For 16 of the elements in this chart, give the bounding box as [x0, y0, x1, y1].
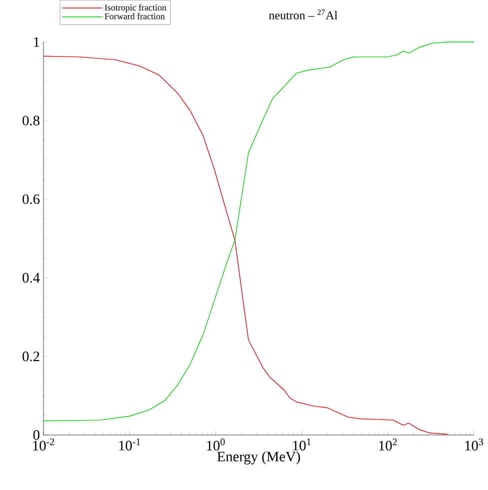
y-tick-label: 0.2 [22, 352, 40, 362]
x-tick-label: 10$^{-1}$ [119, 438, 140, 450]
legend-label: Isotropic fraction [104, 4, 166, 12]
y-tick-label: 1 [34, 37, 40, 47]
x-tick-label: 10$^{2}$ [379, 438, 397, 450]
y-tick-label: 0.6 [22, 194, 40, 204]
x-tick-label: 10$^{-2}$ [33, 438, 54, 450]
x-tick-label: 10$^{1}$ [293, 438, 311, 450]
y-tick-label: 0.4 [22, 272, 40, 283]
legend-label: Forward fraction [104, 12, 165, 20]
x-tick-label: 10$^{0}$ [207, 438, 225, 450]
y-tick-label: 0.8 [22, 116, 40, 126]
x-axis-title: Energy (MeV) [217, 451, 300, 464]
chart-title: neutron – $^{27}$Al [269, 10, 338, 20]
y-tick-label: 0 [33, 430, 40, 440]
x-tick-label: 10$^{3}$ [465, 438, 484, 450]
